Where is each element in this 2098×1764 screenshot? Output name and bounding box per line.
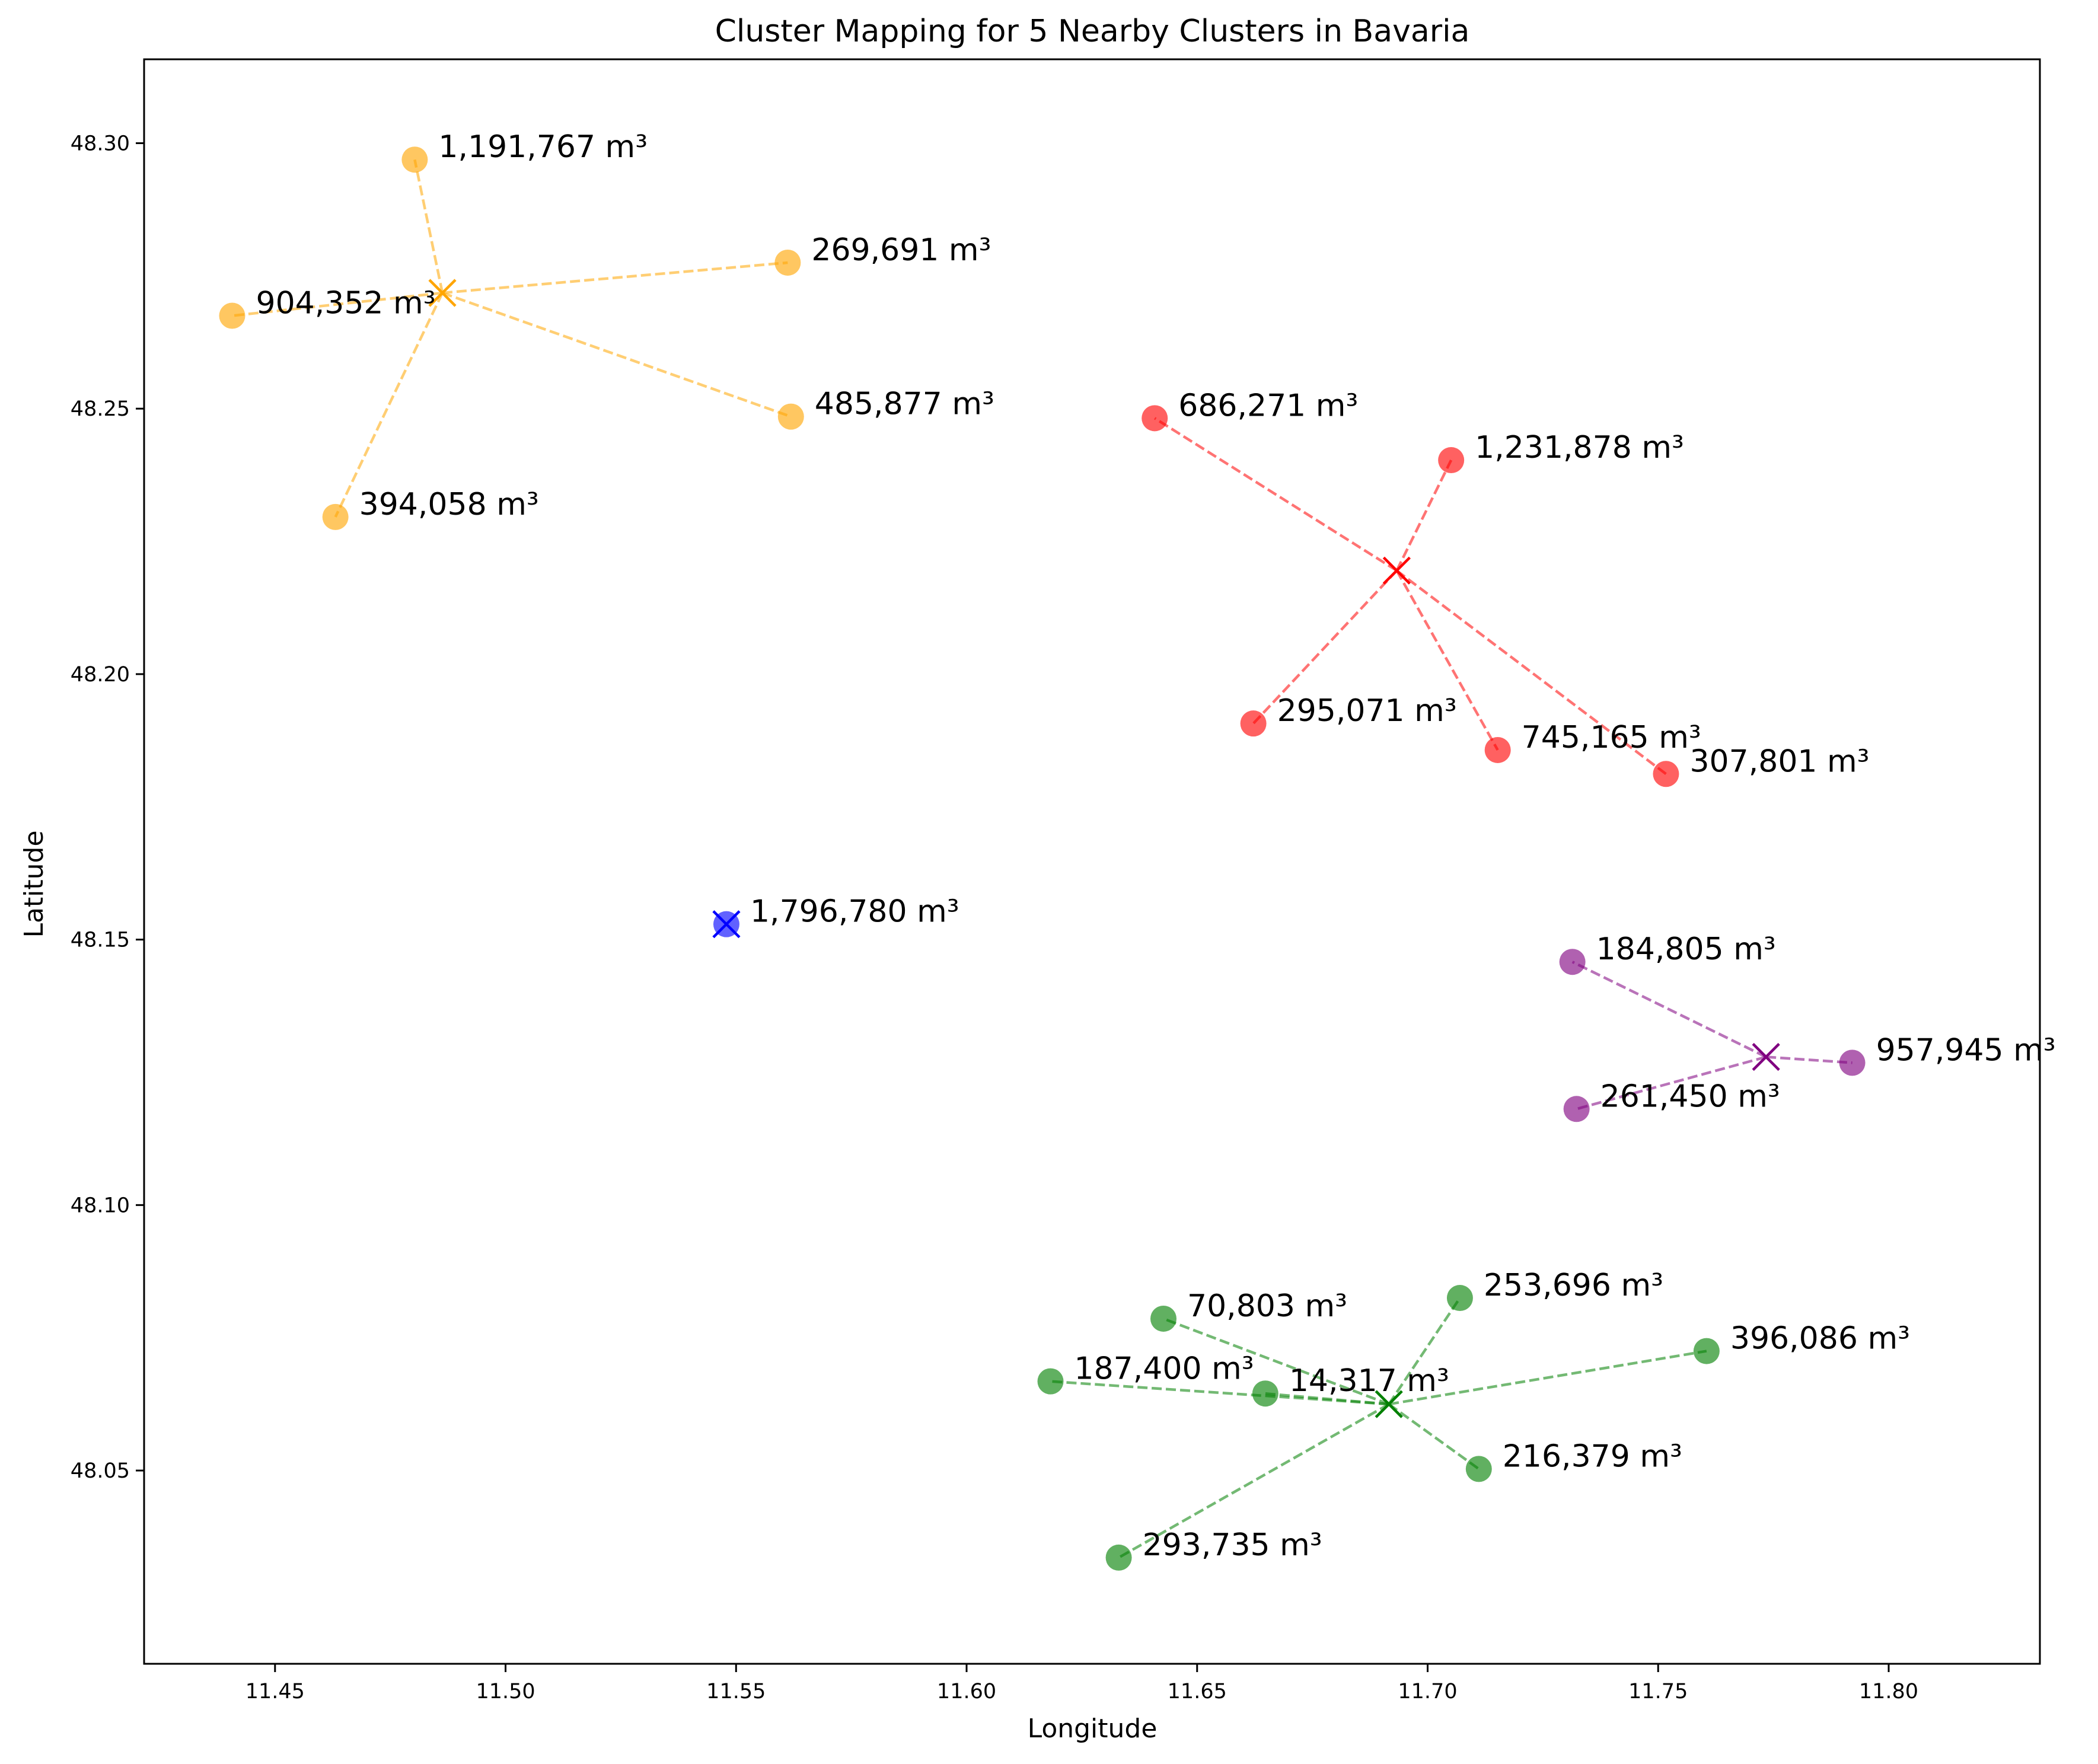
data-point bbox=[774, 249, 801, 276]
data-point bbox=[1240, 710, 1267, 737]
point-volume-label: 295,071 m³ bbox=[1277, 693, 1457, 729]
x-tick-label: 11.45 bbox=[245, 1680, 305, 1704]
cluster-connector-line bbox=[1571, 961, 1767, 1058]
cluster-connector-line bbox=[1395, 570, 1499, 751]
cluster-group: 70,803 m³ 253,696 m³ 396,086 m³ 187,400 m³ 1… bbox=[1037, 1268, 1910, 1571]
data-point bbox=[1839, 1050, 1866, 1076]
cluster-group: 1,191,767 m³ 269,691 m³ 904,352 m³ 485,877 … bbox=[219, 129, 994, 530]
point-volume-label: 1,796,780 m³ bbox=[750, 894, 959, 930]
chart-title: Cluster Mapping for 5 Nearby Clusters in… bbox=[715, 14, 1470, 49]
centroid-marker bbox=[1375, 1390, 1403, 1418]
cluster-connector-line bbox=[1766, 1055, 1853, 1064]
data-point bbox=[322, 503, 349, 530]
y-axis-ticks: 48.05 48.10 48.15 48.20 48.25 48.30 bbox=[71, 132, 144, 1483]
point-volume-label: 1,191,767 m³ bbox=[438, 129, 648, 165]
plot-area: 1,191,767 m³ 269,691 m³ 904,352 m³ 485,877 … bbox=[219, 129, 2056, 1571]
data-point bbox=[219, 302, 245, 329]
x-tick-label: 11.60 bbox=[937, 1680, 996, 1704]
y-axis-label: Latitude bbox=[19, 830, 49, 937]
y-tick-label: 48.25 bbox=[71, 397, 130, 421]
plot-frame bbox=[143, 58, 2041, 1665]
cluster-connector-line bbox=[1576, 1055, 1767, 1111]
cluster-connector-line bbox=[232, 291, 443, 317]
x-tick-label: 11.50 bbox=[476, 1680, 535, 1704]
point-volume-label: 1,231,878 m³ bbox=[1475, 430, 1684, 465]
point-volume-label: 394,058 m³ bbox=[359, 487, 539, 522]
data-point bbox=[1484, 736, 1511, 763]
centroid-marker-stroke bbox=[428, 279, 457, 307]
point-volume-label: 307,801 m³ bbox=[1689, 744, 1869, 779]
cluster-connector-line bbox=[334, 292, 444, 518]
data-point bbox=[1142, 405, 1168, 432]
cluster-connector-line bbox=[1163, 1317, 1389, 1406]
point-volume-label: 904,352 m³ bbox=[256, 285, 435, 321]
cluster-group: 686,271 m³ 1,231,878 m³ 295,071 m³ 745,165 … bbox=[1142, 388, 1870, 787]
x-tick-label: 11.65 bbox=[1168, 1680, 1227, 1704]
point-volume-label: 686,271 m³ bbox=[1178, 388, 1358, 423]
cluster-connector-line bbox=[1118, 1403, 1390, 1559]
y-tick-label: 48.05 bbox=[71, 1459, 130, 1483]
centroid-marker-stroke bbox=[1382, 556, 1411, 585]
cluster-connector-line bbox=[1388, 1403, 1480, 1470]
centroid-marker-stroke bbox=[712, 910, 741, 939]
cluster-connector-line bbox=[1388, 1297, 1461, 1405]
centroid-marker bbox=[1752, 1042, 1780, 1071]
data-point bbox=[1653, 761, 1679, 787]
cluster-connector-line bbox=[1265, 1392, 1389, 1406]
point-volume-label: 745,165 m³ bbox=[1522, 720, 1701, 755]
data-point bbox=[1465, 1456, 1492, 1482]
y-tick-label: 48.30 bbox=[71, 132, 130, 155]
point-volume-label: 70,803 m³ bbox=[1187, 1288, 1347, 1324]
y-tick-label: 48.10 bbox=[71, 1194, 130, 1217]
data-point bbox=[1105, 1544, 1132, 1571]
x-tick-label: 11.55 bbox=[706, 1680, 766, 1704]
centroid-marker bbox=[712, 910, 741, 939]
cluster-connector-line bbox=[413, 159, 444, 294]
data-point bbox=[1559, 949, 1586, 975]
point-volume-label: 293,735 m³ bbox=[1143, 1527, 1322, 1563]
data-point bbox=[777, 403, 804, 430]
cluster-group: 1,796,780 m³ bbox=[712, 894, 959, 939]
point-volume-label: 184,805 m³ bbox=[1596, 932, 1776, 967]
x-axis-ticks: 11.45 11.50 11.55 11.60 11.65 11.70 11.75 11.80 bbox=[245, 1664, 1918, 1704]
x-tick-label: 11.70 bbox=[1398, 1680, 1457, 1704]
data-point bbox=[1693, 1338, 1720, 1364]
data-point bbox=[1438, 447, 1465, 474]
data-point bbox=[1563, 1096, 1590, 1122]
point-volume-label: 261,450 m³ bbox=[1600, 1079, 1780, 1114]
x-axis-label: Longitude bbox=[1028, 1714, 1158, 1744]
data-point bbox=[1446, 1285, 1473, 1312]
y-tick-label: 48.20 bbox=[71, 663, 130, 687]
y-tick-label: 48.15 bbox=[71, 929, 130, 952]
centroid-marker bbox=[428, 279, 457, 307]
cluster-connector-line bbox=[442, 291, 792, 418]
centroid-marker-stroke bbox=[1752, 1042, 1780, 1071]
cluster-connector-line bbox=[1252, 569, 1398, 725]
point-volume-label: 485,877 m³ bbox=[815, 387, 994, 422]
data-point bbox=[1252, 1380, 1278, 1407]
cluster-group: 184,805 m³ 957,945 m³ 261,450 m³ bbox=[1559, 932, 2056, 1122]
point-volume-label: 253,696 m³ bbox=[1484, 1268, 1663, 1303]
point-volume-label: 216,379 m³ bbox=[1503, 1438, 1682, 1474]
x-tick-label: 11.75 bbox=[1628, 1680, 1688, 1704]
centroid-marker bbox=[1382, 556, 1411, 585]
cluster-connector-line bbox=[442, 261, 788, 295]
data-point bbox=[1150, 1305, 1177, 1332]
point-volume-label: 14,317 m³ bbox=[1289, 1363, 1449, 1399]
point-volume-label: 957,945 m³ bbox=[1876, 1032, 2056, 1068]
point-volume-label: 396,086 m³ bbox=[1730, 1321, 1910, 1357]
centroid-marker-stroke bbox=[1375, 1390, 1403, 1418]
cluster-connector-line bbox=[1388, 1350, 1707, 1406]
data-point bbox=[1037, 1368, 1064, 1395]
cluster-connector-line bbox=[1154, 417, 1398, 572]
cluster-connector-line bbox=[1395, 460, 1453, 572]
point-volume-label: 187,400 m³ bbox=[1074, 1351, 1254, 1387]
x-tick-label: 11.80 bbox=[1859, 1680, 1918, 1704]
point-volume-label: 269,691 m³ bbox=[811, 232, 991, 268]
data-point bbox=[401, 146, 428, 173]
